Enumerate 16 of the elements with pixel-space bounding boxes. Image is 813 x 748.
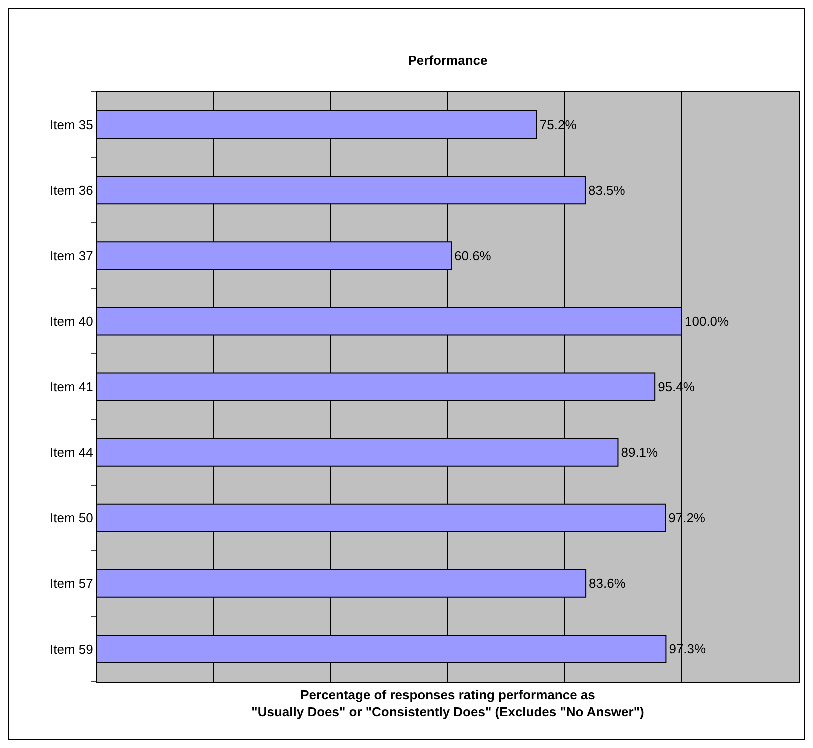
- y-tick-label: Item 37: [50, 248, 94, 264]
- x-axis-title: Percentage of responses rating performance as "Usually Does" or "Consistently Does" (Excludes "No Answer"): [252, 688, 644, 720]
- data-label: 100.0%: [685, 314, 730, 329]
- y-tick-label: Item 35: [50, 117, 94, 132]
- y-tick-label: Item 36: [50, 182, 94, 198]
- data-label: 60.6%: [454, 248, 492, 264]
- data-label: 89.1%: [621, 445, 659, 460]
- data-label: 83.5%: [588, 182, 626, 198]
- y-tick-label: Item 40: [50, 314, 94, 329]
- y-tick-label: Item 50: [50, 510, 94, 526]
- chart-title: Performance: [408, 53, 488, 68]
- data-label: 83.6%: [589, 576, 626, 592]
- y-tick-label: Item 44: [50, 445, 94, 460]
- y-tick-label: Item 59: [50, 642, 94, 657]
- y-tick-label: Item 57: [50, 576, 94, 592]
- y-tick-label: Item 41: [50, 380, 94, 395]
